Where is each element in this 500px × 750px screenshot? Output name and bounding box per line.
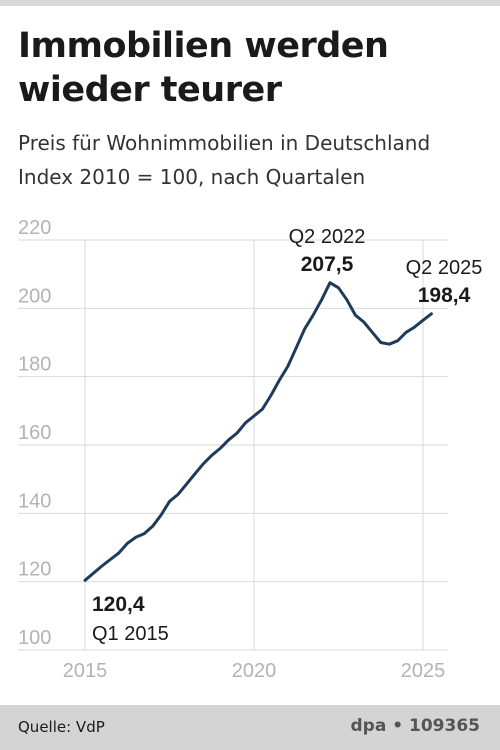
annotation-value-q2-2025: 198,4 (418, 284, 471, 307)
annotation-period-q2-2025: Q2 2025 (406, 257, 483, 279)
annotation-value-q2-2022: 207,5 (301, 253, 354, 276)
y-tick-label: 220 (18, 217, 51, 239)
chart-subtitle: Preis für Wohnimmobilien in Deutschland … (18, 126, 430, 194)
y-tick-label: 140 (18, 490, 51, 512)
credit-label: dpa • 109365 (350, 716, 480, 736)
y-tick-label: 100 (18, 627, 51, 649)
source-label: Quelle: VdP (18, 718, 105, 736)
x-tick-label: 2015 (63, 660, 108, 682)
chart-subtitle-line-1: Preis für Wohnimmobilien in Deutschland (18, 131, 431, 155)
top-bar (0, 0, 500, 6)
series-line (83, 281, 433, 582)
footer-bar: Quelle: VdP dpa • 109365 (0, 705, 500, 750)
x-tick-label: 2020 (232, 660, 277, 682)
chart-subtitle-line-2: Index 2010 = 100, nach Quartalen (18, 165, 366, 189)
chart-title: Immobilien werden wieder teurer (18, 24, 389, 112)
annotation-period-q1-2015: Q1 2015 (92, 623, 169, 645)
chart-title-line-1: Immobilien werden (18, 26, 389, 66)
y-tick-label: 180 (18, 354, 51, 376)
y-tick-label: 160 (18, 422, 51, 444)
annotation-value-q1-2015: 120,4 (92, 593, 145, 616)
line-chart: 100 120 140 160 180 200 220 2015 2020 2025 120,4 Q1… (18, 217, 483, 682)
annotation-period-q2-2022: Q2 2022 (289, 226, 366, 248)
y-tick-label: 200 (18, 285, 51, 307)
chart-title-line-2: wieder teurer (18, 70, 282, 110)
x-tick-label: 2025 (401, 660, 446, 682)
y-tick-label: 120 (18, 559, 51, 581)
